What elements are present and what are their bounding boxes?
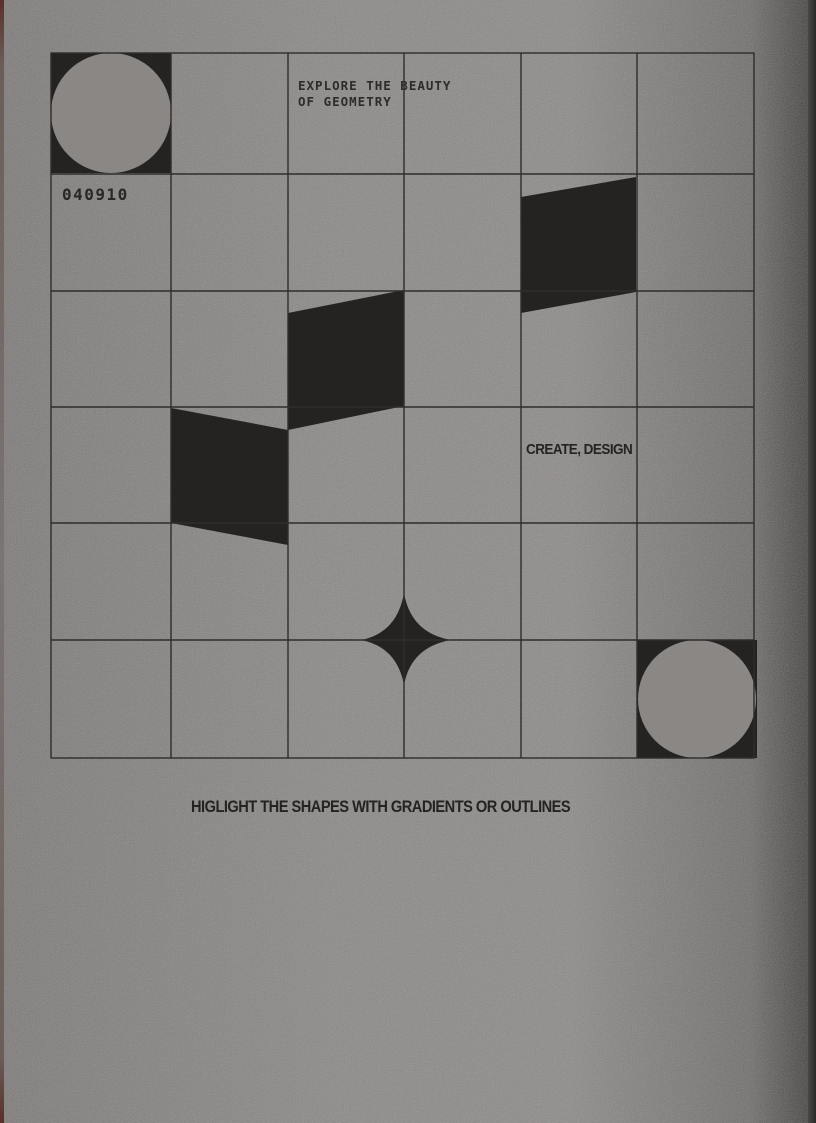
side-caption: CREATE, DESIGN	[526, 441, 633, 458]
code-number: 040910	[62, 185, 129, 204]
four-point-star	[361, 593, 451, 685]
footer-caption: HIGLIGHT THE SHAPES WITH GRADIENTS OR OU…	[191, 797, 571, 816]
page-edge-left	[0, 0, 4, 1123]
corner-circle-top-left	[51, 53, 171, 173]
corner-circle-bottom-right	[637, 640, 757, 758]
headline-text: EXPLORE THE BEAUTY OF GEOMETRY	[298, 78, 452, 109]
page-edge-right	[808, 0, 816, 1123]
parallelogram-shape-1	[171, 408, 288, 545]
parallelogram-shape-2	[288, 290, 404, 430]
grid-lines	[50, 52, 755, 759]
parallelogram-shape-3	[521, 177, 636, 313]
